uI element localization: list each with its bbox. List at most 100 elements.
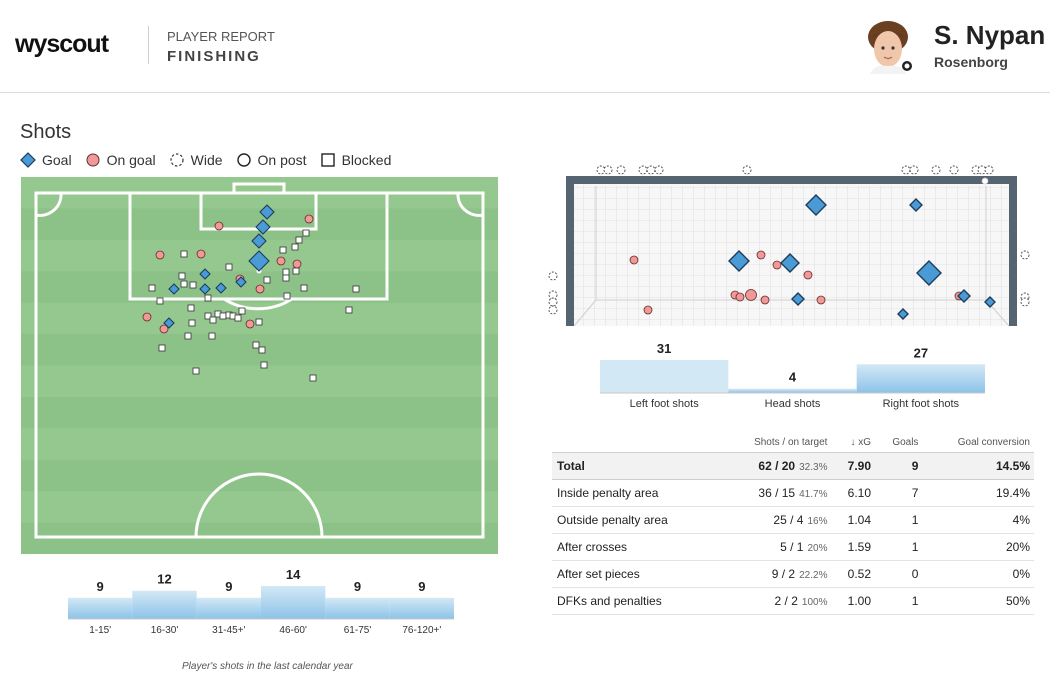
wide-shot-mark [548,305,558,315]
bar [132,590,197,619]
goal-shot-mark [791,292,805,306]
blocked-shot-mark [283,292,291,300]
row-conversion: 50% [922,587,1034,615]
blocked-shot-mark [180,250,188,258]
blocked-shot-mark [345,306,353,314]
row-xg: 6.10 [831,479,876,507]
pitch-stripe [21,428,498,461]
col-header-shots[interactable]: Shots / on target [718,432,832,453]
goal-shot-mark [780,253,800,273]
on-goal-shot-mark [745,289,757,301]
goal-shot-mark [255,219,271,235]
row-conversion: 4% [922,506,1034,534]
blocked-shot-mark [282,268,290,276]
on-goal-shot-mark [245,319,255,329]
goal-shot-mark [168,283,180,295]
wide-shot-mark [646,165,656,175]
wide-shot-mark [984,165,994,175]
row-xg: 1.00 [831,587,876,615]
blocked-shot-mark [255,318,263,326]
bar-category-label: 1-15' [89,625,111,636]
row-goals: 1 [875,506,923,534]
blocked-shot-mark [208,332,216,340]
goal-shot-mark [199,268,211,280]
row-shots-value: 2 / 2 [774,594,798,608]
goal-shot-mark [199,283,211,295]
report-header: wyscout PLAYER REPORT FINISHING S. Nypan… [0,0,1050,93]
bar-value-label: 9 [418,579,425,594]
row-conversion: 0% [922,560,1034,588]
row-xg: 0.52 [831,560,876,588]
table-row: Outside penalty area 25 / 4 16% 1.04 1 4% [552,506,1034,534]
report-subtype: FINISHING [167,48,261,65]
bar [68,597,133,619]
legend-blocked-label: Blocked [341,152,392,168]
blocked-shot-mark [258,346,266,354]
on-goal-shot-mark [643,305,653,315]
wide-shot-mark [616,165,626,175]
legend-on-goal-label: On goal [106,152,156,168]
bar-value-label: 14 [286,567,301,582]
player-avatar [864,20,916,74]
wide-shot-mark [901,165,911,175]
on-goal-shot-mark [629,255,639,265]
wide-shot-mark [1020,250,1030,260]
bar-value-label: 9 [97,579,104,594]
row-label: Inside penalty area [552,479,719,507]
bar-category-label: 31-45+' [212,625,245,636]
table-row: After set pieces 9 / 2 22.2% 0.52 0 0% [552,560,1034,588]
blocked-shot-mark [209,316,217,324]
row-shots-value: 9 / 2 [771,567,796,581]
row-goals: 0 [875,560,923,588]
on-goal-shot-mark [276,256,286,266]
blocked-shot-mark [158,344,166,352]
goal-shot-mark [916,260,942,286]
goal-shot-mark [897,308,909,320]
row-goals: 1 [875,587,923,615]
pitch-stripe [21,365,498,398]
legend-wide-label: Wide [190,152,223,168]
on-post-circle-icon [236,153,251,167]
blocked-shot-mark [252,341,260,349]
row-shots: 9 / 2 22.2% [718,560,832,588]
table-header-row: Shots / on target ↓ xG Goals Goal conver… [552,432,1034,453]
pitch-stripe [21,459,498,492]
blocked-shot-mark [192,367,200,375]
col-header-conversion[interactable]: Goal conversion [922,432,1034,453]
row-shots: 5 / 1 20% [718,533,832,561]
blocked-shot-mark [279,246,287,254]
wide-shot-mark [909,165,919,175]
blocked-shot-mark [260,361,268,369]
row-label: After set pieces [552,560,719,588]
goal-shot-mark [984,296,996,308]
blocked-shot-mark [225,263,233,271]
legend-on-post: On post [236,152,307,168]
row-xg: 7.90 [831,452,876,480]
on-goal-shot-mark [292,259,302,269]
blocked-shot-mark [184,332,192,340]
wide-shot-mark [638,165,648,175]
blocked-shot-mark [204,294,212,302]
col-header-goals[interactable]: Goals [875,432,923,453]
row-label: DFKs and penalties [552,587,719,615]
on-goal-shot-mark [803,270,813,280]
row-shots: 36 / 15 41.7% [718,479,832,507]
wide-shot-mark [603,165,613,175]
finishing-stats-table: Shots / on target ↓ xG Goals Goal conver… [552,432,1034,615]
on-goal-shot-mark [159,324,169,334]
on-goal-shot-mark [735,292,745,302]
legend-on-post-label: On post [257,152,307,168]
goal-shot-mark [215,282,227,294]
row-shots: 62 / 20 32.3% [718,452,832,480]
row-xg: 1.59 [831,533,876,561]
blocked-shot-mark [148,284,156,292]
blocked-shot-mark [219,312,227,320]
time-period-bar-chart: 9 1-15' 12 16-30' 9 31-45+' 14 46-60' 9 61-75' 9 76… [68,567,454,636]
blocked-shot-mark [156,297,164,305]
row-shots: 2 / 2 100% [718,587,832,615]
blocked-shot-mark [189,281,197,289]
blocked-square-icon [320,153,335,167]
on-goal-shot-mark [760,295,770,305]
row-shots-pct: 16% [807,516,828,527]
col-header-xg[interactable]: ↓ xG [831,432,876,453]
